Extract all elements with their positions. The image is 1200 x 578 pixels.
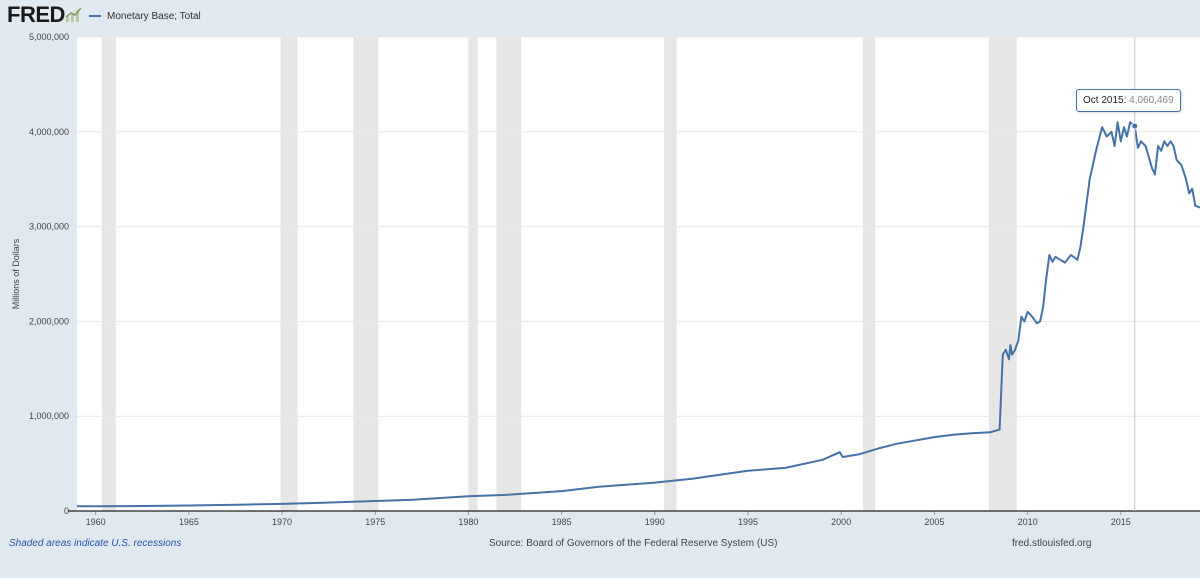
x-axis-tick-labels: 1960 1965 1970 1975 1980 1985 1990 1995 2000 2005… (86, 511, 1131, 527)
recession-band (988, 37, 1017, 511)
grid-lines (77, 36, 1200, 417)
x-tick-label: 1960 (86, 517, 106, 527)
fred-logo[interactable]: FRED (7, 2, 65, 27)
series-layer (77, 121, 1200, 508)
y-tick-label: 3,000,000 (29, 222, 69, 232)
recession-band (863, 37, 876, 511)
x-tick-label: 1985 (552, 517, 572, 527)
plot-background (77, 37, 1200, 511)
series-line (77, 121, 1200, 508)
x-tick-label: 2010 (1018, 517, 1038, 527)
x-tick-label: 1965 (179, 517, 199, 527)
y-tick-label: 0 (64, 506, 69, 516)
y-axis-tick-labels: 0 1,000,000 2,000,000 3,000,000 4,000,000 5,0… (29, 32, 69, 516)
x-tick-label: 2015 (1111, 517, 1131, 527)
y-tick-label: 1,000,000 (29, 411, 69, 421)
fred-chart-logo-icon (65, 7, 82, 22)
recession-band (664, 37, 677, 511)
x-tick-label: 1980 (458, 517, 478, 527)
x-tick-label: 1975 (365, 517, 385, 527)
legend[interactable]: Monetary Base; Total (89, 9, 201, 23)
x-tick-label: 2005 (924, 517, 944, 527)
hover-highlight (1131, 37, 1139, 511)
recession-band (468, 37, 478, 511)
recession-band (280, 37, 298, 511)
y-tick-label: 2,000,000 (29, 316, 69, 326)
source-text: Source: Board of Governors of the Federa… (489, 538, 778, 549)
recession-band (496, 37, 522, 511)
y-tick-label: 5,000,000 (29, 32, 69, 42)
hover-point (1131, 122, 1139, 130)
fred-url[interactable]: fred.stlouisfed.org (1012, 538, 1092, 549)
y-axis-title: Millions of Dollars (11, 238, 21, 309)
y-tick-label: 4,000,000 (29, 127, 69, 137)
x-tick-label: 1990 (645, 517, 665, 527)
recession-band (353, 37, 379, 511)
legend-swatch (89, 15, 101, 17)
data-tooltip: Oct 2015: 4,060,469 (1076, 89, 1181, 112)
recession-note-link[interactable]: Shaded areas indicate U.S. recessions (9, 538, 182, 549)
x-tick-label: 1995 (738, 517, 758, 527)
legend-label: Monetary Base; Total (107, 10, 201, 22)
x-tick-label: 2000 (831, 517, 851, 527)
x-tick-label: 1970 (272, 517, 292, 527)
tooltip-value: 4,060,469 (1129, 95, 1174, 106)
chart-header: FRED Monetary Base; Total (0, 0, 1200, 30)
recession-band (101, 37, 116, 511)
tooltip-date: Oct 2015: (1083, 95, 1127, 106)
